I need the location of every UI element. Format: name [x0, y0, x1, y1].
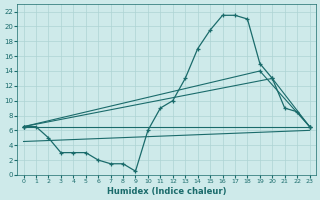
X-axis label: Humidex (Indice chaleur): Humidex (Indice chaleur) [107, 187, 226, 196]
